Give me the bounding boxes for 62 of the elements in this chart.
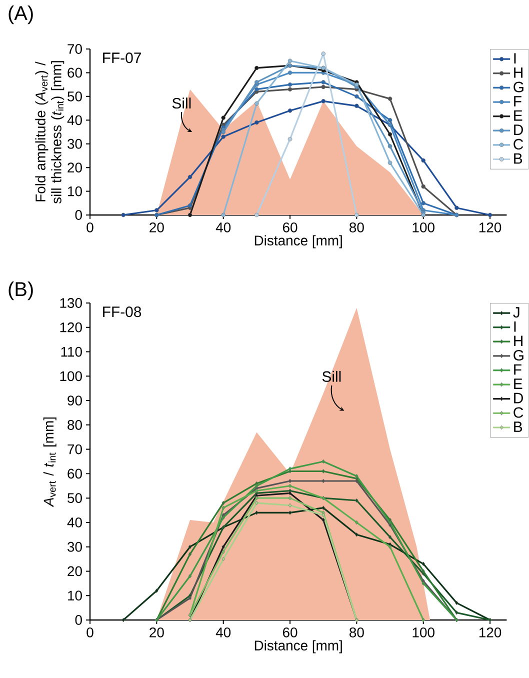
legend-label: G — [514, 350, 524, 361]
legend-label: F — [514, 364, 522, 375]
y-tick-label: 10 — [68, 590, 82, 601]
y-tick-label: 20 — [68, 566, 82, 576]
y-tick-label: 70 — [68, 44, 82, 54]
y-tick-label: 40 — [67, 518, 82, 528]
y-tick-label: 40 — [67, 115, 82, 126]
y-tick-label: 30 — [68, 542, 82, 552]
y-tick-label: 60 — [68, 68, 82, 78]
x-tick-label: 120 — [480, 222, 502, 232]
series-label: Sill — [172, 98, 191, 109]
legend-label: G — [514, 82, 524, 92]
legend-label: C — [514, 138, 524, 150]
legend-label: E — [514, 110, 522, 121]
y-tick-label: 110 — [61, 346, 82, 357]
y-axis-title: A$_{vert}$ / t$_{int}$ [mm] — [44, 417, 57, 508]
legend-label: F — [514, 96, 522, 106]
y-tick-label: 70 — [68, 444, 82, 454]
legend-label: H — [514, 336, 523, 346]
legend-label: I — [514, 321, 516, 332]
y-tick-label: 120 — [60, 322, 82, 332]
legend-label: H — [514, 67, 523, 78]
x-tick-label: 100 — [412, 222, 435, 232]
x-tick-label: 20 — [150, 222, 164, 232]
chart-subtitle: FF-08 — [103, 306, 142, 318]
legend-label: I — [514, 53, 516, 64]
legend-label: B — [514, 422, 522, 432]
y-tick-label: 50 — [68, 91, 82, 102]
x-axis-title: Distance [mm] — [255, 640, 342, 654]
y-tick-label: 90 — [68, 396, 82, 406]
legend-label: D — [514, 392, 524, 404]
x-axis-title: Distance [mm] — [255, 235, 342, 248]
x-tick-label: 60 — [283, 222, 298, 232]
y-tick-label: 0 — [75, 615, 82, 625]
legend-label: C — [514, 407, 524, 418]
y-tick-label: 130 — [60, 298, 82, 308]
x-tick-label: 0 — [86, 627, 94, 638]
series-label: Sill — [322, 370, 341, 382]
legend-label: D — [514, 124, 524, 135]
y-tick-label: 0 — [75, 210, 82, 220]
y-tick-label: 100 — [60, 371, 82, 382]
chart-subtitle: FF-07 — [103, 52, 142, 64]
x-tick-label: 120 — [480, 627, 502, 638]
x-tick-label: 20 — [150, 627, 164, 638]
legend-label: B — [514, 153, 522, 164]
y-tick-label: 80 — [68, 420, 82, 430]
x-tick-label: 100 — [412, 627, 435, 638]
y-tick-label: 60 — [68, 468, 82, 479]
x-tick-label: 80 — [350, 222, 364, 232]
x-tick-label: 0 — [86, 222, 94, 232]
x-tick-label: 80 — [350, 627, 364, 638]
chart-title: (A) — [8, 6, 34, 24]
chart-title: (B) — [8, 282, 34, 300]
legend-label: J — [513, 307, 520, 318]
x-tick-label: 40 — [216, 627, 231, 638]
x-tick-label: 40 — [216, 222, 231, 232]
legend-label: E — [514, 378, 522, 389]
y-tick-label: 50 — [68, 493, 82, 504]
x-tick-label: 60 — [283, 627, 298, 638]
y-tick-label: 20 — [68, 162, 82, 173]
y-tick-label: 10 — [68, 186, 82, 196]
y-tick-label: 30 — [68, 138, 82, 149]
